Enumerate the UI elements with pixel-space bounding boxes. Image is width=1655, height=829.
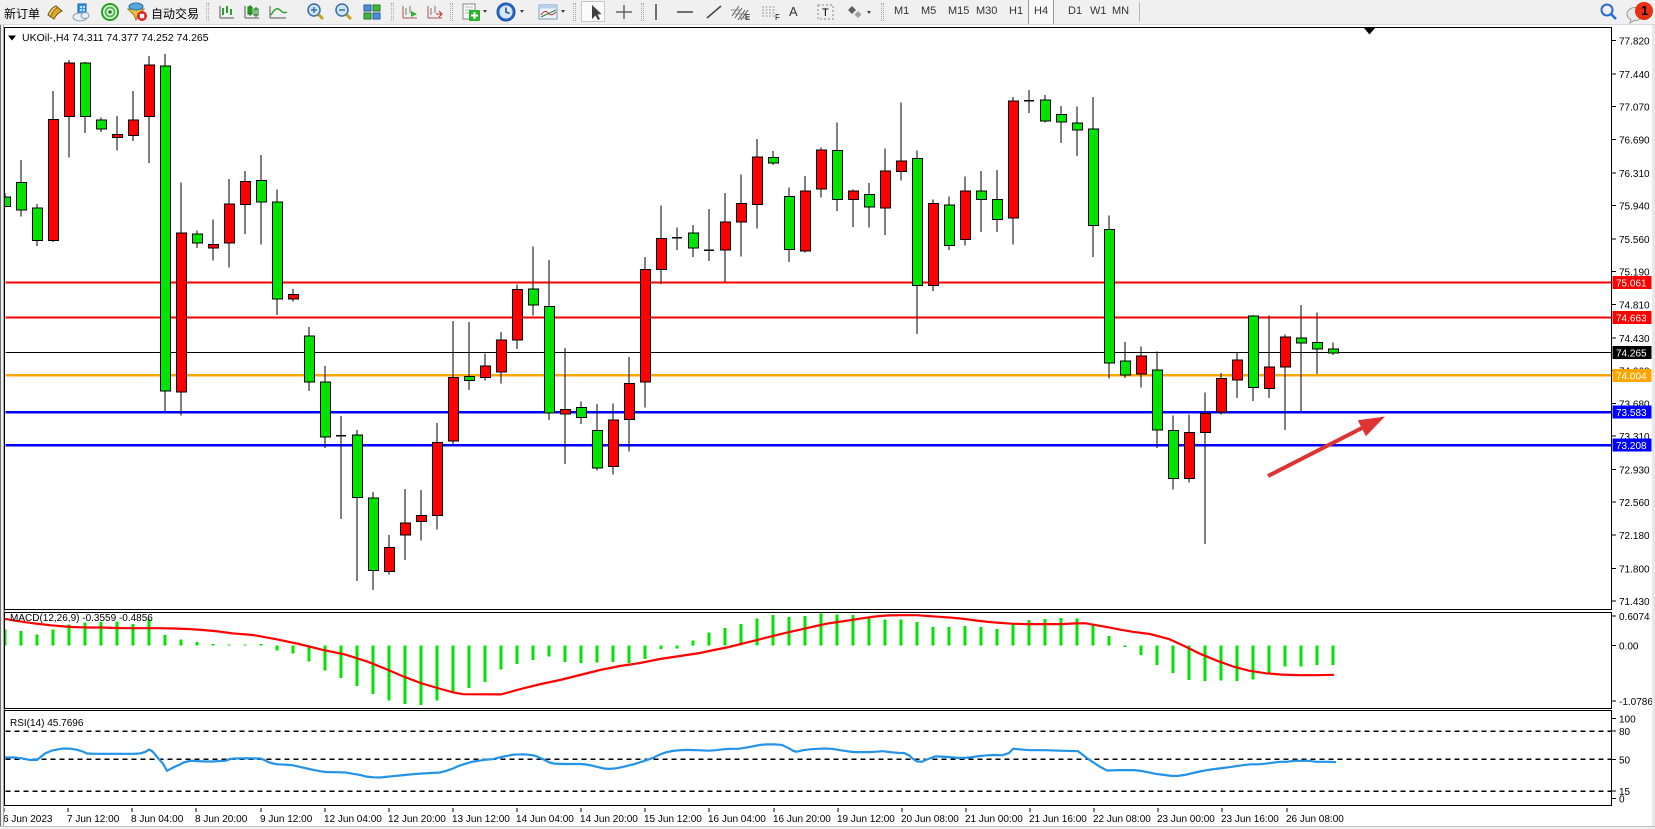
- svg-text:26 Jun 08:00: 26 Jun 08:00: [1286, 814, 1344, 825]
- svg-text:14 Jun 04:00: 14 Jun 04:00: [516, 814, 574, 825]
- svg-text:72.560: 72.560: [1619, 498, 1650, 509]
- svg-text:UKOil-,H4 74.311 74.377 74.25: UKOil-,H4 74.311 74.377 74.252 74.265: [22, 32, 209, 44]
- svg-text:100: 100: [1619, 715, 1636, 726]
- svg-text:12 Jun 20:00: 12 Jun 20:00: [388, 814, 446, 825]
- svg-text:77.440: 77.440: [1619, 70, 1650, 81]
- svg-text:14 Jun 20:00: 14 Jun 20:00: [580, 814, 638, 825]
- svg-text:71.430: 71.430: [1619, 597, 1650, 608]
- svg-text:9 Jun 12:00: 9 Jun 12:00: [260, 814, 313, 825]
- svg-text:8 Jun 04:00: 8 Jun 04:00: [131, 814, 184, 825]
- svg-text:75.190: 75.190: [1619, 267, 1650, 278]
- svg-text:15 Jun 12:00: 15 Jun 12:00: [644, 814, 702, 825]
- svg-text:6 Jun 2023: 6 Jun 2023: [3, 814, 53, 825]
- svg-text:73.310: 73.310: [1619, 432, 1650, 443]
- svg-text:0.00: 0.00: [1619, 642, 1639, 653]
- svg-text:E: E: [745, 13, 750, 22]
- svg-text:74.004: 74.004: [1616, 371, 1647, 382]
- svg-text:77.070: 77.070: [1619, 102, 1650, 113]
- svg-text:74.663: 74.663: [1616, 314, 1647, 325]
- svg-text:0.6074: 0.6074: [1619, 612, 1650, 623]
- svg-text:16 Jun 04:00: 16 Jun 04:00: [708, 814, 766, 825]
- svg-text:72.930: 72.930: [1619, 466, 1650, 477]
- svg-text:12 Jun 04:00: 12 Jun 04:00: [324, 814, 382, 825]
- svg-text:F: F: [775, 13, 780, 22]
- svg-text:1: 1: [1641, 3, 1648, 18]
- svg-text:T: T: [822, 7, 829, 19]
- svg-text:73.583: 73.583: [1616, 408, 1647, 419]
- svg-text:15: 15: [1619, 787, 1631, 798]
- svg-text:75.560: 75.560: [1619, 235, 1650, 246]
- svg-text:80: 80: [1619, 727, 1631, 738]
- svg-text:50: 50: [1619, 755, 1631, 766]
- svg-text:76.690: 76.690: [1619, 136, 1650, 147]
- svg-text:73.680: 73.680: [1619, 400, 1650, 411]
- svg-text:74.810: 74.810: [1619, 301, 1650, 312]
- svg-text:8 Jun 20:00: 8 Jun 20:00: [195, 814, 248, 825]
- svg-text:RSI(14) 45.7696: RSI(14) 45.7696: [10, 718, 84, 729]
- svg-text:7 Jun 12:00: 7 Jun 12:00: [67, 814, 120, 825]
- svg-text:76.310: 76.310: [1619, 169, 1650, 180]
- svg-text:74.265: 74.265: [1616, 348, 1647, 359]
- svg-text:74.430: 74.430: [1619, 334, 1650, 345]
- svg-text:19 Jun 12:00: 19 Jun 12:00: [837, 814, 895, 825]
- svg-text:13 Jun 12:00: 13 Jun 12:00: [452, 814, 510, 825]
- svg-text:77.820: 77.820: [1619, 37, 1650, 48]
- svg-text:21 Jun 00:00: 21 Jun 00:00: [965, 814, 1023, 825]
- svg-text:73.208: 73.208: [1616, 441, 1647, 452]
- svg-text:23 Jun 00:00: 23 Jun 00:00: [1157, 814, 1215, 825]
- svg-text:71.800: 71.800: [1619, 565, 1650, 576]
- svg-text:75.061: 75.061: [1616, 279, 1647, 290]
- svg-text:72.180: 72.180: [1619, 531, 1650, 542]
- svg-text:75.940: 75.940: [1619, 202, 1650, 213]
- svg-text:23 Jun 16:00: 23 Jun 16:00: [1221, 814, 1279, 825]
- svg-text:21 Jun 16:00: 21 Jun 16:00: [1029, 814, 1087, 825]
- svg-text:16 Jun 20:00: 16 Jun 20:00: [773, 814, 831, 825]
- svg-text:0: 0: [1619, 795, 1625, 806]
- svg-text:-1.0786: -1.0786: [1619, 697, 1653, 708]
- svg-text:20 Jun 08:00: 20 Jun 08:00: [901, 814, 959, 825]
- svg-text:MACD(12,26,9) -0.3559 -0.4856: MACD(12,26,9) -0.3559 -0.4856: [10, 613, 153, 624]
- svg-text:22 Jun 08:00: 22 Jun 08:00: [1093, 814, 1151, 825]
